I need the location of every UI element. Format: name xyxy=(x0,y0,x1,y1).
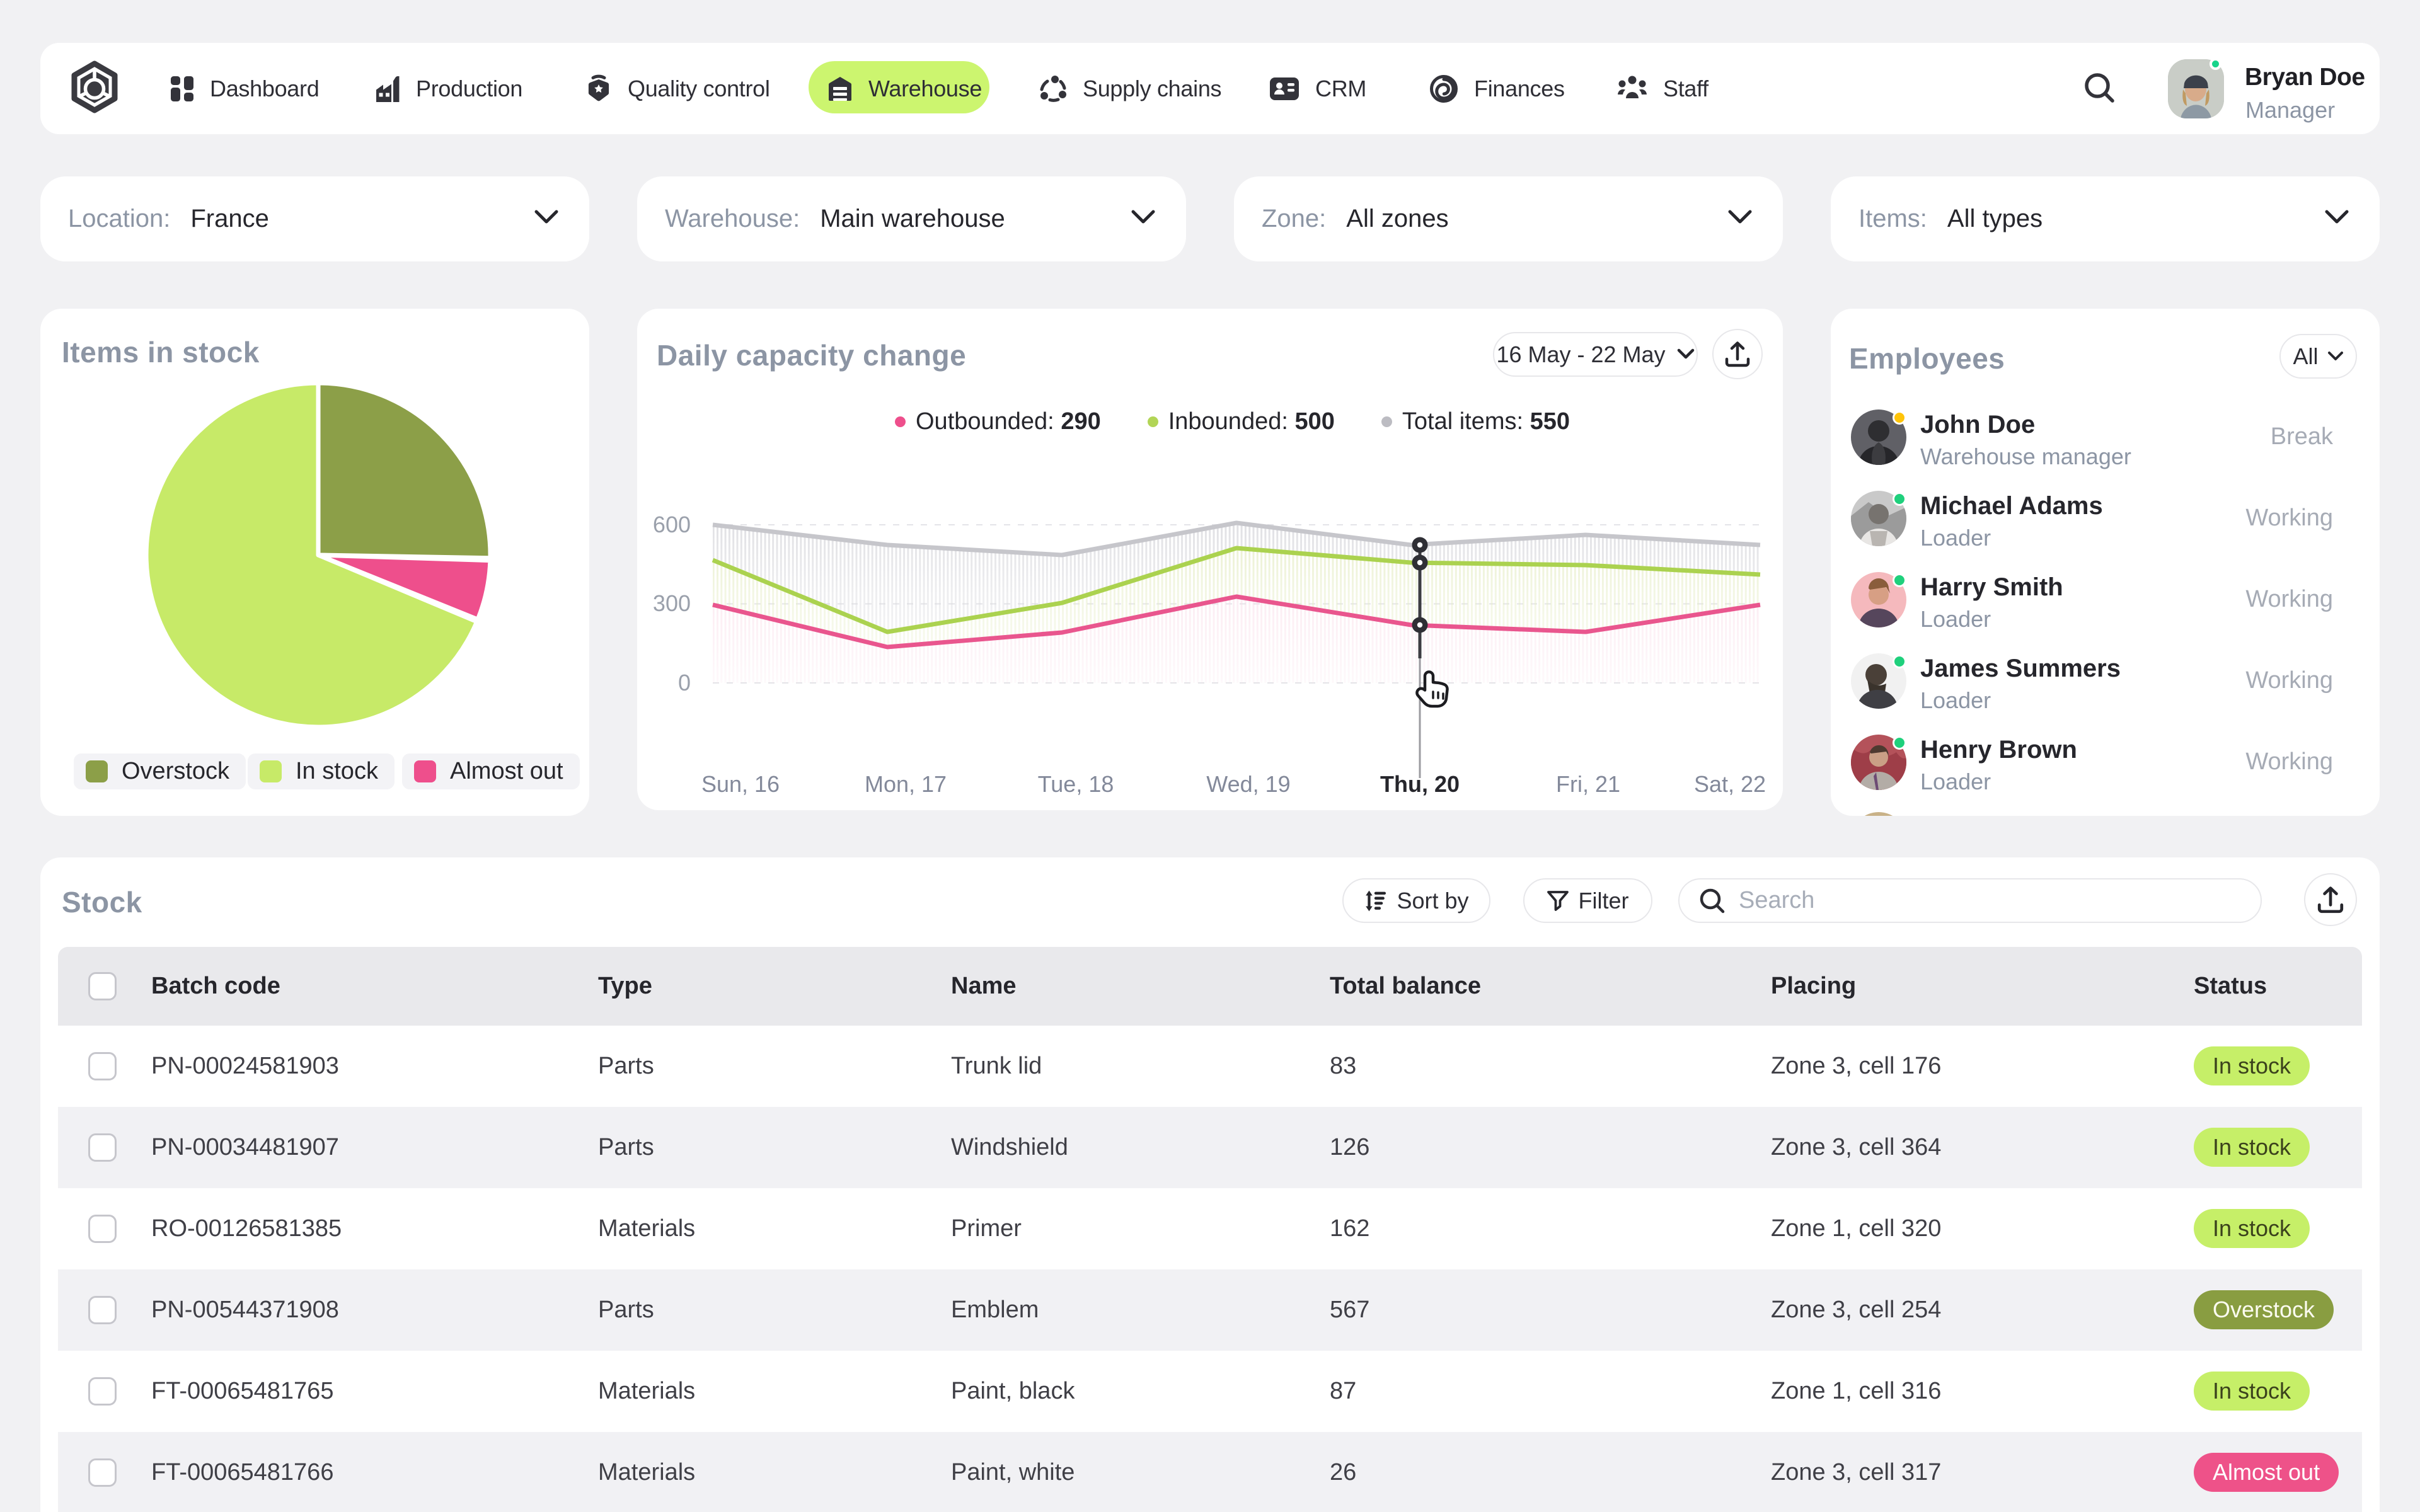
svg-text:0: 0 xyxy=(678,670,691,696)
svg-text:Wed, 19: Wed, 19 xyxy=(1206,771,1290,797)
svg-text:600: 600 xyxy=(653,512,691,537)
svg-text:Tue, 18: Tue, 18 xyxy=(1038,771,1114,797)
svg-text:Sun, 16: Sun, 16 xyxy=(701,771,780,797)
svg-text:300: 300 xyxy=(653,590,691,616)
svg-text:Fri, 21: Fri, 21 xyxy=(1556,771,1620,797)
svg-text:Thu, 20: Thu, 20 xyxy=(1380,771,1460,797)
svg-text:Mon, 17: Mon, 17 xyxy=(865,771,947,797)
svg-text:Sat, 22: Sat, 22 xyxy=(1694,771,1766,797)
